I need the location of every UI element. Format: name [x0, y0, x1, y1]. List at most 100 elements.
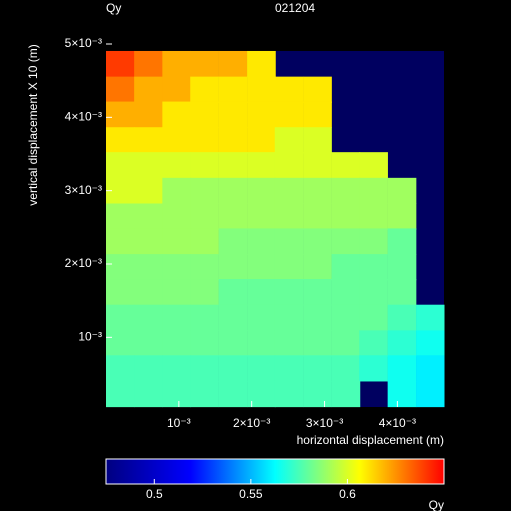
- heatmap-cell: [387, 304, 417, 331]
- heatmap-cell: [134, 330, 163, 357]
- heatmap-cell: [190, 203, 219, 230]
- heatmap-cell: [247, 177, 276, 204]
- heatmap-cell: [162, 50, 192, 78]
- heatmap-cell: [106, 279, 135, 306]
- heatmap-cell: [359, 228, 388, 255]
- heatmap-cell: [190, 228, 219, 255]
- heatmap-cell: [331, 380, 361, 408]
- heatmap-cell: [106, 50, 135, 78]
- heatmap-cell: [359, 152, 388, 179]
- heatmap-cell: [218, 330, 248, 357]
- heatmap-cell: [247, 279, 276, 306]
- heatmap-cell: [274, 228, 304, 255]
- heatmap-cell: [134, 355, 163, 382]
- heatmap-cell: [218, 76, 248, 103]
- y-tick-label: 10⁻³: [78, 330, 102, 344]
- heatmap-cell: [274, 203, 304, 230]
- heatmap-cell: [190, 254, 219, 281]
- heatmap-cell: [218, 127, 248, 154]
- heatmap-cell: [247, 330, 276, 357]
- chart-subtitle: 021204: [275, 1, 315, 15]
- heatmap-cell: [218, 177, 248, 204]
- heatmap-cell: [387, 228, 417, 255]
- heatmap-cell: [247, 76, 276, 103]
- heatmap-cell: [218, 203, 248, 230]
- heatmap-cell: [247, 127, 276, 154]
- heatmap-cell: [190, 127, 219, 154]
- heatmap-cell: [359, 355, 388, 382]
- heatmap-cell: [162, 304, 192, 331]
- heatmap-cell: [303, 127, 332, 154]
- heatmap-cell: [303, 279, 332, 306]
- heatmap-cell: [303, 177, 332, 204]
- heatmap-cell: [387, 254, 417, 281]
- heatmap-cell: [247, 254, 276, 281]
- heatmap-cell: [359, 330, 388, 357]
- heatmap-cell: [218, 355, 248, 382]
- y-tick-label: 5×10⁻³: [65, 36, 102, 50]
- colorbar: [105, 458, 445, 485]
- heatmap-cell: [359, 177, 388, 204]
- heatmap-cell: [416, 355, 445, 382]
- heatmap-cell: [218, 380, 248, 408]
- colorbar-tick-label: 0.6: [339, 487, 356, 501]
- colorbar-label: Qy: [429, 498, 444, 511]
- heatmap-cell: [162, 380, 192, 408]
- heatmap-cell: [134, 76, 163, 103]
- heatmap-cell: [162, 279, 192, 306]
- heatmap-cell: [162, 152, 192, 179]
- heatmap-cell: [331, 279, 361, 306]
- heatmap-cell: [303, 330, 332, 357]
- heatmap-cell: [303, 254, 332, 281]
- heatmap-cell: [359, 203, 388, 230]
- chart-title: Qy: [106, 1, 121, 15]
- heatmap-cell: [274, 101, 304, 128]
- heatmap-cell: [218, 152, 248, 179]
- colorbar-tick-label: 0.5: [146, 487, 163, 501]
- heatmap-cell: [218, 304, 248, 331]
- heatmap-cell: [303, 101, 332, 128]
- heatmap-cell: [274, 330, 304, 357]
- heatmap-cell: [247, 152, 276, 179]
- x-tick-label: 3×10⁻³: [306, 416, 343, 430]
- heatmap-cell: [162, 127, 192, 154]
- heatmap-cell: [134, 228, 163, 255]
- heatmap-cell: [359, 304, 388, 331]
- x-tick-label: 2×10⁻³: [233, 416, 270, 430]
- heatmap-cell: [331, 203, 361, 230]
- heatmap-cell: [190, 101, 219, 128]
- heatmap-cell: [106, 330, 135, 357]
- heatmap-cell: [106, 127, 135, 154]
- heatmap-cell: [106, 355, 135, 382]
- heatmap-cell: [106, 152, 135, 179]
- heatmap-cell: [303, 355, 332, 382]
- heatmap-cell: [162, 203, 192, 230]
- heatmap-cell: [134, 50, 163, 78]
- heatmap-cell: [190, 152, 219, 179]
- heatmap-cell: [303, 152, 332, 179]
- heatmap-cell: [106, 254, 135, 281]
- colorbar-tick-label: 0.55: [239, 487, 263, 501]
- heatmap-cell: [106, 228, 135, 255]
- y-axis-label: vertical displacement X 10 (m): [26, 44, 40, 205]
- heatmap-cell: [274, 254, 304, 281]
- heatmap-cell: [387, 355, 417, 382]
- heatmap-cell: [303, 76, 332, 103]
- heatmap-cell: [331, 228, 361, 255]
- heatmap-cell: [106, 101, 135, 128]
- x-tick-label: 4×10⁻³: [379, 416, 416, 430]
- heatmap-cell: [106, 304, 135, 331]
- heatmap-cell: [190, 330, 219, 357]
- heatmap-cell: [331, 304, 361, 331]
- heatmap-cell: [303, 304, 332, 331]
- heatmap-cell: [190, 177, 219, 204]
- heatmap-cell: [387, 330, 417, 357]
- heatmap-cell: [387, 177, 417, 204]
- heatmap-cell: [331, 355, 361, 382]
- heatmap-cell: [387, 380, 417, 408]
- heatmap-cell: [218, 228, 248, 255]
- heatmap-cell: [274, 355, 304, 382]
- heatmap-cell: [247, 50, 276, 78]
- heatmap-cell: [247, 304, 276, 331]
